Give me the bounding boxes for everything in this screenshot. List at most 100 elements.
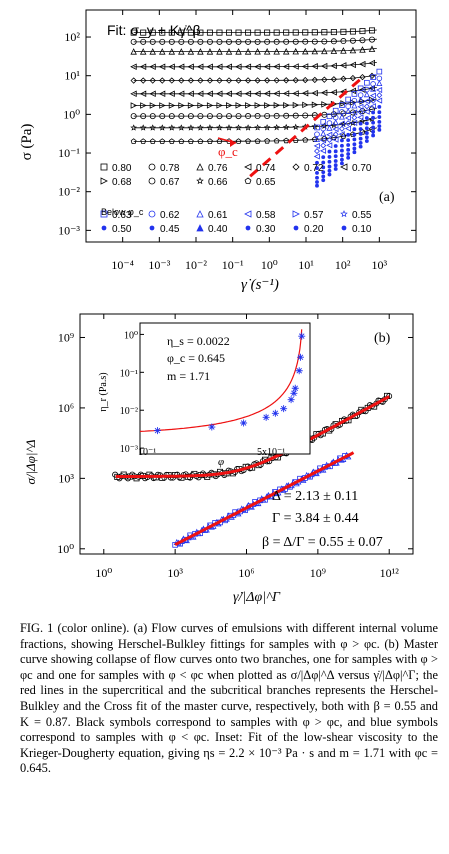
data-point (302, 47, 309, 55)
data-point (140, 138, 147, 144)
data-point (273, 102, 281, 109)
data-point-below (364, 116, 369, 120)
legend-marker (100, 163, 108, 171)
data-point (244, 90, 252, 97)
data-point-below (364, 121, 369, 126)
data-point (235, 138, 242, 144)
data-point (273, 77, 280, 84)
data-point (245, 102, 252, 109)
data-point-below (358, 144, 363, 149)
inset-point (291, 384, 299, 392)
data-point (206, 90, 213, 98)
data-point-below (340, 148, 344, 153)
x-tick-label: 10⁻² (185, 258, 207, 272)
data-point-below (345, 96, 351, 103)
data-point (130, 48, 137, 55)
panel-a-phi-c-label: φ_c (218, 144, 238, 159)
data-point (235, 113, 242, 120)
data-point (159, 29, 166, 36)
data-point-below (352, 132, 357, 137)
data-point-below (332, 107, 339, 114)
data-point (349, 28, 356, 35)
data-point (206, 77, 214, 84)
data-point (302, 101, 309, 109)
data-point (321, 76, 328, 83)
legend-marker (196, 177, 204, 185)
data-point-below (315, 160, 319, 165)
data-point-below (358, 127, 363, 131)
data-point (368, 36, 375, 43)
data-point (235, 38, 242, 45)
data-point (235, 124, 242, 131)
data-point (340, 47, 347, 54)
data-point (168, 29, 175, 36)
data-point (263, 124, 271, 131)
data-point-below (340, 143, 344, 148)
data-point-below (357, 114, 364, 121)
data-point-below (352, 146, 357, 151)
data-point (359, 37, 366, 44)
data-point-below (377, 124, 382, 129)
data-point (158, 90, 166, 98)
data-point (235, 90, 242, 98)
cross-fit (174, 451, 355, 547)
data-point (302, 38, 309, 45)
data-point (340, 28, 347, 35)
legend-label: 0.74 (256, 163, 276, 174)
inset-y-tick-label: 10⁻² (120, 406, 138, 417)
data-point (149, 77, 156, 84)
data-point-below (376, 97, 383, 104)
data-point-below (358, 121, 363, 126)
data-point (321, 101, 328, 108)
legend-label: 0.78 (160, 163, 180, 174)
data-point (178, 113, 185, 120)
x-tick-label: 10³ (167, 566, 183, 580)
legend-label: 0.66 (208, 177, 228, 188)
fit-delta: Δ = 2.13 ± 0.11 (272, 489, 358, 504)
data-point-below (319, 147, 327, 154)
data-point-below (351, 114, 358, 121)
data-point (216, 102, 223, 109)
legend-label: 0.68 (112, 177, 132, 188)
data-point-below (333, 163, 338, 168)
data-point (235, 48, 242, 55)
inset-y-tick-label: 10⁻¹ (120, 368, 138, 379)
data-point (159, 113, 166, 120)
data-point-below (346, 138, 351, 143)
y-tick-label: 10⁻² (58, 185, 80, 199)
data-point-below (340, 161, 344, 166)
data-point-below (352, 150, 357, 155)
x-tick-label: 10⁻³ (148, 258, 170, 272)
legend-marker-below (293, 225, 299, 231)
data-point (339, 62, 347, 69)
inset-phi-c: φ_c = 0.645 (167, 351, 225, 365)
data-point-below (315, 175, 319, 180)
data-point-below (340, 138, 344, 143)
legend-label: 0.80 (112, 163, 132, 174)
data-point (245, 29, 252, 36)
inset-point (295, 367, 303, 375)
data-point (311, 38, 318, 45)
data-point (225, 113, 232, 120)
data-point-below (371, 115, 376, 120)
data-point (311, 101, 319, 108)
data-point-below (377, 115, 382, 119)
panel-b-ylabel: σ/|Δφ|^Δ (23, 439, 38, 484)
legend-marker (292, 163, 300, 171)
data-point-below (369, 103, 376, 110)
legend-marker (148, 177, 156, 185)
legend-marker (244, 163, 252, 171)
data-point-below (376, 86, 383, 94)
data-point-below (321, 160, 326, 165)
data-point (206, 38, 213, 45)
data-point (273, 48, 280, 55)
inset-xlabel: φ (218, 456, 224, 468)
data-point-below (314, 124, 320, 131)
legend-marker-below (245, 225, 251, 231)
data-point (168, 63, 175, 71)
data-point (187, 29, 194, 36)
data-point (330, 38, 337, 45)
data-point-below (326, 124, 333, 131)
data-point (264, 102, 271, 109)
data-point (359, 46, 366, 53)
